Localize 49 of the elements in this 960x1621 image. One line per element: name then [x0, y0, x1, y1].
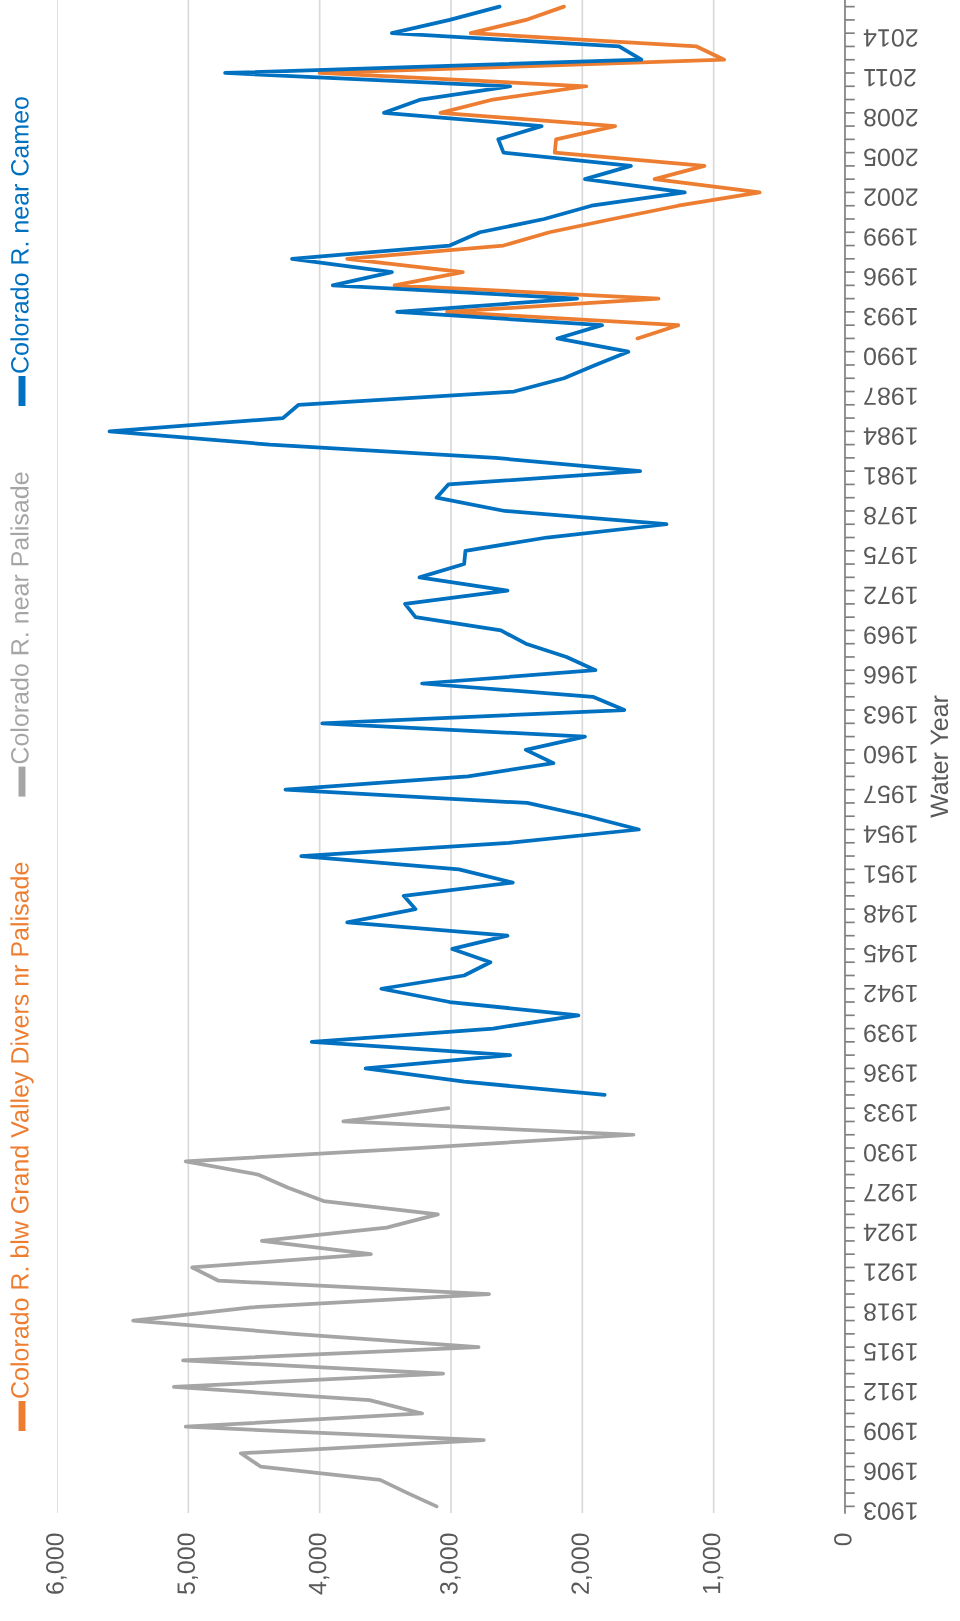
y-axis-title: Water Year: [930, 695, 949, 818]
y-tick-label: 1987: [864, 387, 917, 406]
y-tick-label: 1990: [864, 347, 917, 366]
text: Colorado R. blw Grand Valley Divers nr Palisade: [10, 862, 34, 1398]
x-tick-label: 6,000: [46, 1533, 67, 1594]
y-tick-label: 1957: [864, 785, 917, 804]
y-tick-label: 2011: [864, 68, 916, 87]
x-tick-label: 1,000: [702, 1533, 724, 1594]
y-tick-label: 1969: [864, 626, 917, 644]
y-tick-label: 1960: [864, 745, 917, 764]
y-tick-label: 1927: [864, 1183, 917, 1202]
y-tick-label: 1933: [864, 1104, 917, 1122]
text: Colorado R. near Cameo: [10, 97, 29, 373]
y-tick-label: 1951: [864, 865, 917, 883]
y-tick-label: 1945: [864, 944, 917, 963]
y-tick-label: 2002: [864, 188, 918, 207]
y-tick-label: 1924: [863, 1223, 917, 1242]
y-tick-label: 1972: [864, 586, 917, 605]
y-tick-label: 1936: [864, 1064, 917, 1082]
y-tick-label: 1993: [864, 307, 917, 326]
x-tick-label: 4,000: [308, 1533, 330, 1595]
y-tick-label: 1918: [864, 1303, 917, 1321]
y-tick-label: 1942: [864, 984, 917, 1003]
y-tick-label: 1978: [864, 506, 917, 525]
y-tick-label: 1909: [864, 1422, 917, 1441]
y-tick-label: 1999: [864, 228, 917, 246]
y-tick-label: 1939: [864, 1024, 917, 1043]
y-tick-label: 1912: [864, 1382, 917, 1401]
y-tick-label: 1984: [863, 427, 917, 445]
y-tick-label: 2005: [864, 148, 918, 167]
y-tick-label: 1930: [864, 1143, 917, 1162]
y-tick-label: 2014: [863, 29, 918, 47]
y-tick-label: 1975: [864, 546, 917, 565]
y-tick-label: 1948: [864, 905, 917, 923]
y-tick-label: 1906: [864, 1462, 917, 1481]
y-tick-label: 1996: [864, 267, 917, 286]
y-tick-label: 1981: [864, 467, 917, 485]
y-tick-label: 1915: [864, 1342, 917, 1361]
y-tick-label: 1966: [864, 666, 917, 684]
y-tick-label: 2008: [864, 108, 918, 127]
x-tick-label: 2,000: [571, 1533, 592, 1594]
x-tick-label: 5,000: [177, 1533, 198, 1594]
text: Colorado R. near Palisade: [10, 472, 29, 764]
y-tick-label: 1963: [864, 705, 917, 724]
x-tick-label: 3,000: [440, 1533, 461, 1595]
y-tick-label: 1954: [863, 825, 917, 844]
y-tick-label: 1921: [864, 1263, 917, 1282]
y-tick-label: 1903: [864, 1502, 917, 1520]
x-tick-label: 0: [834, 1533, 852, 1546]
